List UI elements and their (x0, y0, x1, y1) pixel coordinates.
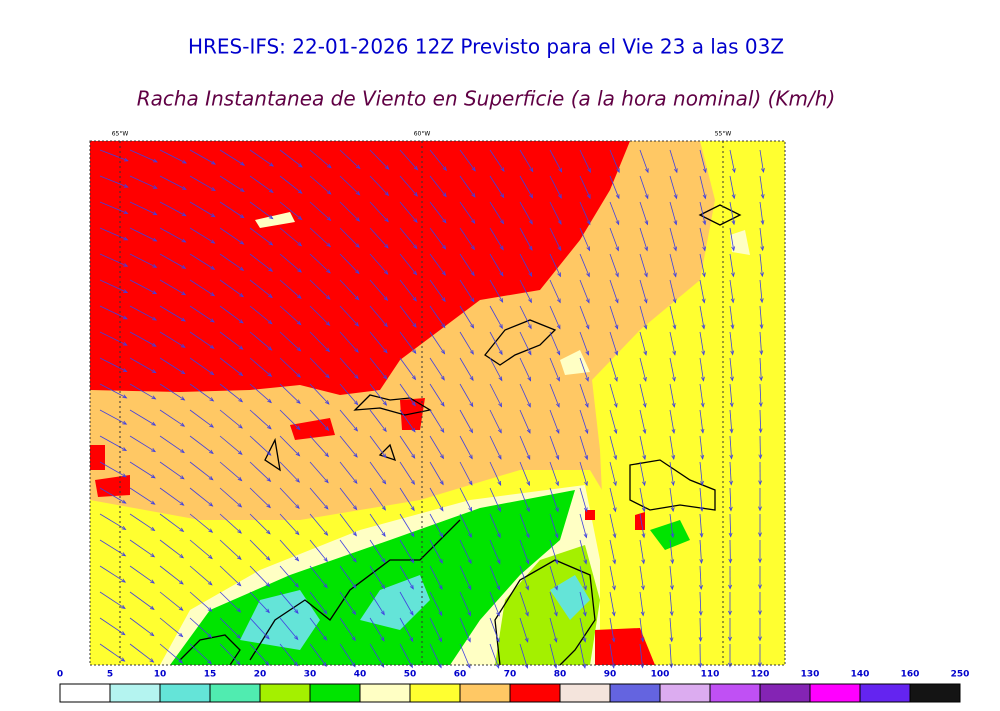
longitude-label: 55°W (715, 131, 732, 138)
color-box (410, 684, 460, 702)
colorbar-tick-label: 100 (651, 670, 670, 680)
longitude-label: 65°W (112, 131, 129, 138)
color-box (860, 684, 910, 702)
colorbar-tick-label: 130 (801, 670, 820, 680)
colorbar-tick-label: 0 (57, 670, 63, 680)
color-box (460, 684, 510, 702)
color-box (160, 684, 210, 702)
color-box (710, 684, 760, 702)
color-box (910, 684, 960, 702)
color-box (360, 684, 410, 702)
colorbar-tick-label: 80 (554, 670, 567, 680)
colorbar-tick-label: 140 (851, 670, 870, 680)
color-box (260, 684, 310, 702)
color-box (810, 684, 860, 702)
map: 65°W 60°W 55°W (90, 131, 785, 668)
colorbar-tick-label: 250 (951, 670, 970, 680)
color-box (760, 684, 810, 702)
colorbar-tick-label: 60 (454, 670, 467, 680)
colorbar-tick-label: 90 (604, 670, 617, 680)
title: HRES-IFS: 22-01-2026 12Z Previsto para e… (188, 35, 784, 59)
colorbar-tick-label: 20 (254, 670, 267, 680)
colorbar-tick-label: 110 (701, 670, 720, 680)
colorbar-tick-label: 120 (751, 670, 770, 680)
colorbar-tick-label: 5 (107, 670, 113, 680)
color-box (660, 684, 710, 702)
colorbar-tick-label: 15 (204, 670, 217, 680)
colorbar-tick-label: 40 (354, 670, 367, 680)
colorbar-tick-label: 50 (404, 670, 417, 680)
color-box (610, 684, 660, 702)
color-box (310, 684, 360, 702)
color-box (210, 684, 260, 702)
longitude-label: 60°W (414, 131, 431, 138)
colorbar-tick-label: 160 (901, 670, 920, 680)
color-box (110, 684, 160, 702)
colorbar-tick-label: 10 (154, 670, 167, 680)
color-box (510, 684, 560, 702)
color-box (60, 684, 110, 702)
colorbar-tick-label: 30 (304, 670, 317, 680)
colorbar-tick-label: 70 (504, 670, 517, 680)
colorbar: 0 5 10 15 20 30 40 50 60 70 80 90 100 110 120 130 140 160… (57, 670, 970, 703)
color-box (560, 684, 610, 702)
subtitle: Racha Instantanea de Viento en Superfici… (137, 87, 836, 111)
